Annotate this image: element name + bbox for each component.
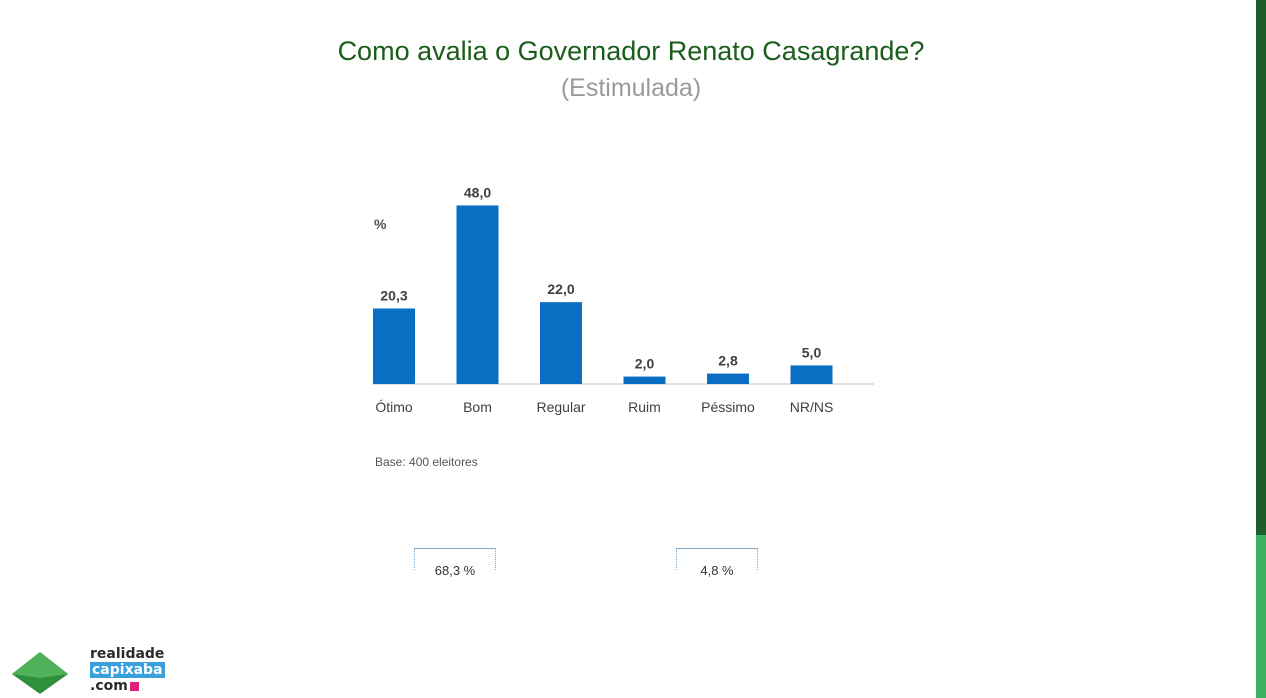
chart-title: Como avalia o Governador Renato Casagran… (337, 36, 925, 66)
bar-3 (623, 376, 666, 384)
bar-0 (373, 308, 415, 384)
positive-sum-label: 68,3 % (434, 563, 476, 578)
data-label-0: 20,3 (380, 287, 407, 303)
category-label-4: Péssimo (701, 399, 755, 415)
positive-sum-bracket (414, 548, 496, 570)
sample-base-note: Base: 400 eleitores (375, 455, 478, 469)
category-label-0: Ótimo (375, 399, 413, 415)
logo-line-1: realidade (90, 646, 165, 662)
bar-1 (456, 205, 499, 384)
bar-5 (790, 365, 833, 384)
logo-pink-square (129, 682, 139, 691)
category-label-1: Bom (463, 399, 492, 415)
y-axis-unit-label: % (374, 216, 387, 232)
data-label-5: 5,0 (802, 344, 822, 360)
data-label-1: 48,0 (464, 184, 491, 200)
side-accent-light (1256, 535, 1266, 698)
category-label-2: Regular (536, 399, 585, 415)
data-label-2: 22,0 (547, 281, 574, 297)
logo-diamond-icon (12, 652, 68, 694)
bar-chart: 20,3 Ótimo 48,0 Bom 22,0 Regular 2,0 Ruim 2,8 Pés… (372, 184, 874, 415)
logo-line-3: .com (90, 678, 128, 694)
negative-sum-label: 4,8 % (700, 563, 734, 578)
bar-2 (540, 302, 582, 384)
side-accent-dark (1256, 0, 1266, 535)
category-label-3: Ruim (628, 399, 661, 415)
bar-4 (707, 373, 749, 384)
category-label-5: NR/NS (790, 399, 834, 415)
negative-sum-bracket (676, 548, 758, 570)
chart-subtitle: (Estimulada) (560, 74, 702, 102)
logo-line-2: capixaba (90, 662, 165, 678)
data-label-3: 2,0 (635, 356, 655, 372)
brand-logo: realidade capixaba .com (10, 646, 170, 698)
data-label-4: 2,8 (718, 353, 738, 369)
